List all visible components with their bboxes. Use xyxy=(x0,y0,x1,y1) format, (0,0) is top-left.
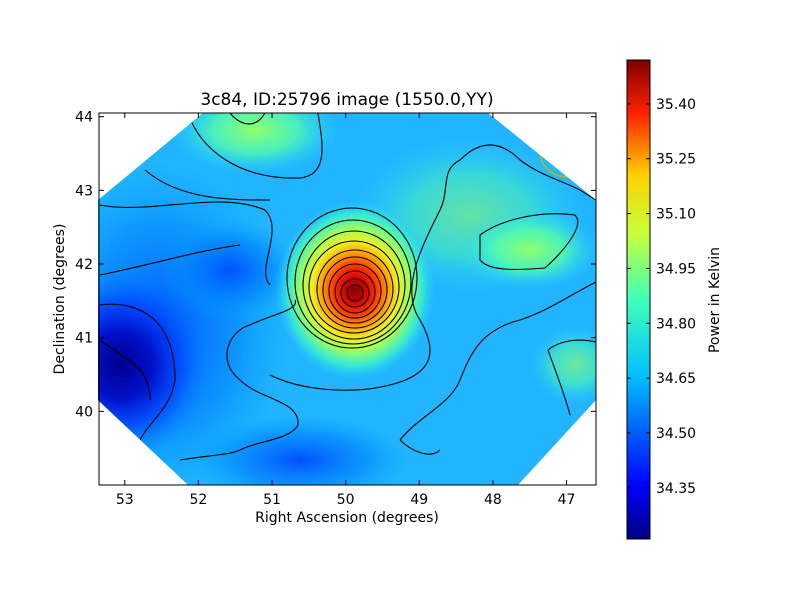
x-tick-label-52: 52 xyxy=(189,492,207,508)
colorbar-tick-label-34.95: 34.95 xyxy=(656,261,696,277)
x-tick-label-49: 49 xyxy=(410,492,428,508)
colorbar-ticks: 34.35 34.50 34.65 34.80 34.95 35.10 35.25 35.40 xyxy=(627,97,696,497)
y-axis-label: Declination (degrees) xyxy=(52,224,68,375)
y-tick-label-44: 44 xyxy=(75,110,93,126)
colorbar-tick-label-35.25: 35.25 xyxy=(656,152,696,168)
y-tick-label-40: 40 xyxy=(75,404,93,420)
colorbar-tick-label-34.80: 34.80 xyxy=(656,316,696,332)
colorbar-tick-label-34.65: 34.65 xyxy=(656,371,696,387)
colorbar-tick-label-34.35: 34.35 xyxy=(656,481,696,497)
contour-lines xyxy=(99,113,596,461)
colorbar-tick-label-35.40: 35.40 xyxy=(656,97,696,113)
colorbar-tick-label-34.50: 34.50 xyxy=(656,426,696,442)
colorbar-label: Power in Kelvin xyxy=(707,247,723,353)
x-tick-label-47: 47 xyxy=(558,492,576,508)
x-axis-label: Right Ascension (degrees) xyxy=(255,510,439,526)
colorbar-gradient xyxy=(627,60,650,539)
plot-frame xyxy=(98,112,597,486)
x-tick-label-53: 53 xyxy=(116,492,134,508)
y-tick-label-42: 42 xyxy=(75,257,93,273)
chart-title: 3c84, ID:25796 image (1550.0,YY) xyxy=(200,90,493,110)
heatmap-plot-area xyxy=(98,112,597,486)
x-axis-ticks: 53 52 51 50 49 48 47 xyxy=(116,113,576,508)
x-tick-label-48: 48 xyxy=(484,492,502,508)
heatmap-image xyxy=(98,113,596,485)
y-tick-label-41: 41 xyxy=(75,331,93,347)
colorbar: 34.35 34.50 34.65 34.80 34.95 35.10 35.25 35.40… xyxy=(626,59,723,540)
x-tick-label-51: 51 xyxy=(263,492,281,508)
colorbar-tick-label-35.10: 35.10 xyxy=(656,207,696,223)
x-tick-label-50: 50 xyxy=(337,492,355,508)
y-axis-ticks: 40 41 42 43 44 xyxy=(75,110,596,420)
colorbar-frame xyxy=(626,59,651,540)
y-tick-label-43: 43 xyxy=(75,183,93,199)
